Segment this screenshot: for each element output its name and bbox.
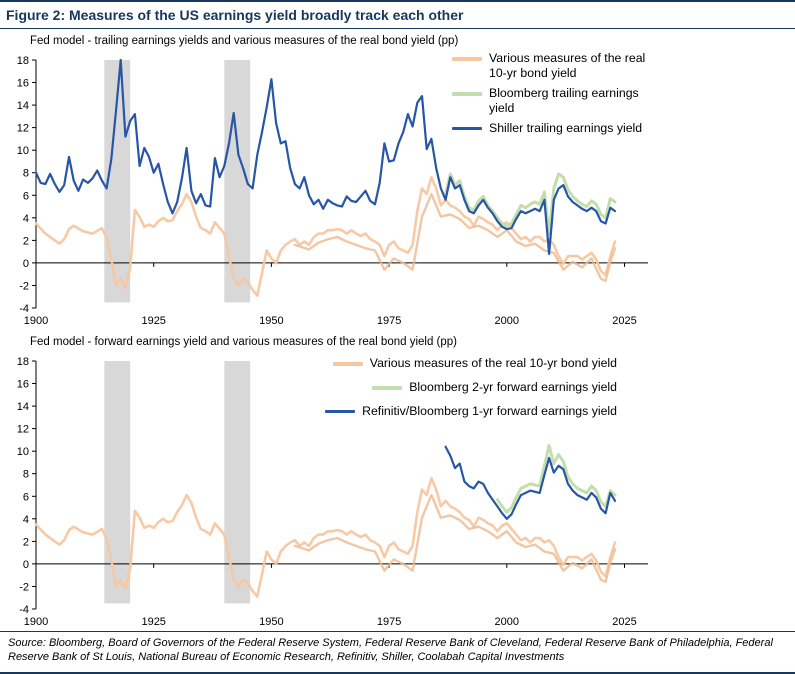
chart2-block: Fed model - forward earnings yield and v… <box>0 330 795 631</box>
chart1-legend: Various measures of the real 10-yr bond … <box>452 51 648 136</box>
chart1-plot: -4 -2 0 2 4 6 8 10 12 14 16 18 1900 1925 1950 1975 2000 2… <box>17 55 648 327</box>
chart2-legend: Various measures of the real 10-yr bond … <box>325 356 617 419</box>
y-tick-label: 6 <box>23 190 29 202</box>
legend-swatch <box>325 410 356 413</box>
legend-label: Various measures of the real 10-yr bond … <box>369 356 617 370</box>
y-tick-label: 16 <box>17 379 29 391</box>
legend-swatch <box>452 127 482 130</box>
y-tick-label: -2 <box>19 582 29 594</box>
series-real-10-yr-bond-yield-measure-2 <box>293 493 617 584</box>
y-tick-label: 12 <box>17 123 29 135</box>
x-tick-label: 1975 <box>377 315 401 327</box>
source-note: Source: Bloomberg, Board of Governors of… <box>0 631 795 672</box>
legend-label: Shiller trailing earnings yield <box>489 121 643 135</box>
y-tick-label: 4 <box>23 514 29 526</box>
legend-label: Refinitiv/Bloomberg 1-yr forward earning… <box>362 404 617 418</box>
legend-item-bloomberg-trailing-earnings-yield: Bloomberg trailing earnings yield <box>452 86 648 116</box>
y-tick-label: 8 <box>23 469 29 481</box>
series-refinitiv-bloomberg-1-yr-forward-earnings-yield <box>444 445 617 520</box>
chart2-title: Fed model - forward earnings yield and v… <box>30 336 457 348</box>
legend-item-bloomberg-2-yr-forward-earnings-yield: Bloomberg 2-yr forward earnings yield <box>372 380 617 395</box>
legend-item-refinitiv-bloomberg-1-yr-forward-earnings-yield: Refinitiv/Bloomberg 1-yr forward earning… <box>325 404 617 419</box>
series-shiller-trailing-earnings-yield <box>34 58 617 255</box>
series-bloomberg-2-yr-forward-earnings-yield <box>495 444 617 514</box>
y-tick-label: 8 <box>23 168 29 180</box>
y-tick-label: 0 <box>23 258 29 270</box>
y-tick-label: 2 <box>23 536 29 548</box>
legend-swatch <box>452 57 482 61</box>
x-tick-label: 1950 <box>259 315 283 327</box>
legend-label: Various measures of the real 10-yr bond … <box>489 51 646 80</box>
y-tick-label: 4 <box>23 213 29 225</box>
x-tick-label: 2000 <box>495 315 519 327</box>
chart2-plot: -4 -2 0 2 4 6 8 10 12 14 16 18 1900 1925 1950 1975 2000 2… <box>17 356 648 628</box>
y-tick-label: 14 <box>17 100 29 112</box>
x-tick-label: 1925 <box>141 315 165 327</box>
y-tick-label: -4 <box>19 604 29 616</box>
y-tick-label: 18 <box>17 356 29 368</box>
x-tick-label: 2000 <box>495 616 519 628</box>
y-tick-label: -2 <box>19 281 29 293</box>
y-tick-label: 2 <box>23 235 29 247</box>
y-tick-label: -4 <box>19 303 29 315</box>
y-tick-label: 12 <box>17 424 29 436</box>
x-tick-label: 1900 <box>24 616 48 628</box>
y-tick-label: 16 <box>17 78 29 90</box>
legend-swatch <box>452 92 482 96</box>
chart1-block: Fed model - trailing earnings yields and… <box>0 29 795 330</box>
series-real-10-yr-bond-yield-measure-1 <box>34 476 617 598</box>
legend-item-various-measures-of-the-real-10-yr-bond-yield: Various measures of the real 10-yr bond … <box>332 356 617 371</box>
recession-band <box>104 361 131 604</box>
y-tick-label: 14 <box>17 401 29 413</box>
recession-band <box>224 361 251 604</box>
figure-title: Figure 2: Measures of the US earnings yi… <box>0 2 795 29</box>
series-real-10-yr-bond-yield-measure-1 <box>34 175 617 297</box>
legend-swatch <box>372 385 403 390</box>
legend-label: Bloomberg trailing earnings yield <box>489 86 639 115</box>
y-tick-label: 6 <box>23 491 29 503</box>
legend-label: Bloomberg 2-yr forward earnings yield <box>409 380 617 394</box>
x-tick-label: 2025 <box>612 315 636 327</box>
chart1-title: Fed model - trailing earnings yields and… <box>30 35 459 47</box>
x-tick-label: 1975 <box>377 616 401 628</box>
x-tick-label: 1950 <box>259 616 283 628</box>
legend-item-various-measures-of-the-real-10-yr-bond-yield: Various measures of the real 10-yr bond … <box>452 51 648 81</box>
x-tick-label: 1925 <box>141 616 165 628</box>
y-tick-label: 10 <box>17 145 29 157</box>
y-tick-label: 10 <box>17 446 29 458</box>
series-real-10-yr-bond-yield-measure-2 <box>293 192 617 283</box>
legend-item-shiller-trailing-earnings-yield: Shiller trailing earnings yield <box>452 121 648 136</box>
legend-swatch <box>332 361 363 366</box>
x-tick-label: 2025 <box>612 616 636 628</box>
series-bloomberg-trailing-earnings-yield <box>444 172 617 236</box>
x-tick-label: 1900 <box>24 315 48 327</box>
y-tick-label: 0 <box>23 559 29 571</box>
y-tick-label: 18 <box>17 55 29 67</box>
